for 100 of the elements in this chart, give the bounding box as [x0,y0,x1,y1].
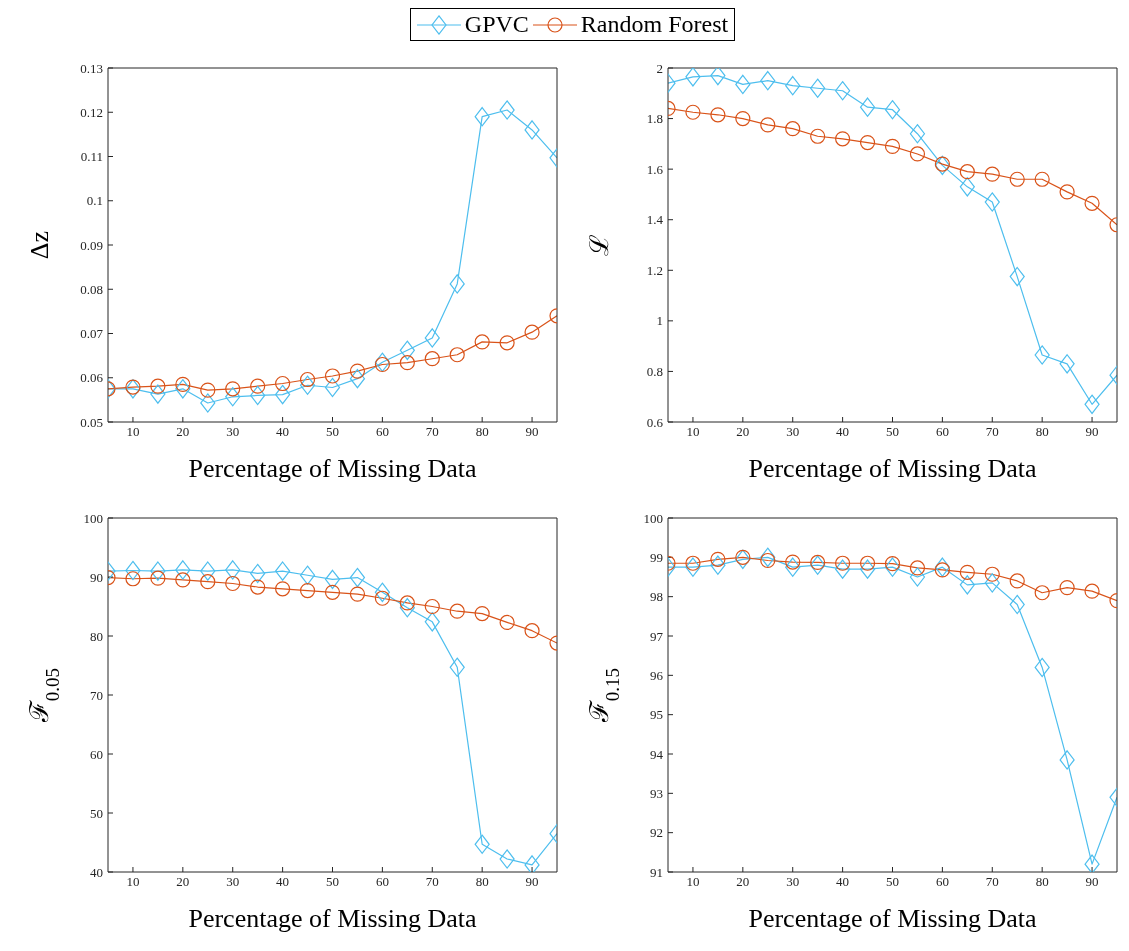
legend-label: GPVC [464,11,529,38]
y-tick-label: 0.08 [80,281,103,297]
point [175,376,191,392]
y-tick-label: 96 [650,667,664,683]
point [175,379,191,399]
point [685,68,701,87]
point [884,100,901,120]
point [934,156,950,172]
point [474,605,490,622]
point [250,563,266,584]
point [524,324,540,340]
point [225,560,241,580]
x-tick-label: 30 [226,424,240,440]
y-tick-label: 100 [83,510,103,526]
point [324,377,341,398]
point [909,124,926,144]
y-tick-label: 80 [90,628,103,644]
y-tick-label: 99 [650,549,663,565]
point [175,560,191,580]
point [349,567,366,588]
x-axis-title: Percentage of Missing Data [748,904,1037,933]
point [374,582,390,603]
point [685,557,701,577]
x-tick-label: 70 [425,874,439,890]
point [225,575,241,592]
x-tick-label: 90 [525,874,539,890]
y-axis-title: Δz [25,230,54,260]
point [200,393,216,413]
point [200,382,216,398]
point [760,117,776,133]
point [909,146,926,162]
point [785,76,801,96]
y-tick-label: 94 [650,746,664,762]
y-tick-label: 0.13 [80,60,103,76]
x-tick-label: 70 [425,424,439,440]
point [150,570,166,586]
y-tick-label: 1.2 [646,262,663,278]
point [785,557,801,577]
point [959,564,975,580]
y-tick-label: 2 [656,60,663,76]
y-tick-label: 98 [650,589,663,605]
point [399,340,415,361]
point [349,368,366,389]
x-axis-title: Percentage of Missing Data [188,454,477,483]
point [1009,171,1025,187]
point [1034,657,1050,678]
x-tick-label: 40 [276,424,290,440]
x-tick-label: 80 [1035,874,1049,890]
point [250,378,266,394]
x-tick-label: 50 [326,424,339,440]
x-axis-title: Percentage of Missing Data [188,904,477,933]
point [424,612,440,632]
point [349,363,366,379]
point [125,379,141,395]
point [125,560,141,581]
point [909,560,926,576]
point [200,574,216,590]
point [499,614,515,631]
point [959,177,975,197]
point [835,559,851,579]
point [735,110,751,127]
point [984,573,1000,593]
x-tick-label: 20 [736,874,750,890]
point [835,555,851,571]
point [785,554,801,570]
y-tick-label: 100 [643,510,663,526]
x-tick-label: 60 [375,874,389,890]
point [424,328,440,348]
y-tick-label: 60 [90,746,103,762]
point [1009,266,1025,287]
point [324,368,341,384]
point [499,100,515,120]
y-tick-label: 0.11 [80,149,103,165]
point [959,575,975,595]
y-tick-label: 91 [650,864,663,880]
y-tick-label: 92 [650,825,663,841]
y-tick-label: 1.6 [646,161,664,177]
x-tick-label: 20 [176,874,190,890]
point [909,567,926,587]
x-tick-label: 90 [525,424,539,440]
point [859,134,876,151]
x-axis-title: Percentage of Missing Data [748,454,1037,483]
point [735,549,751,569]
point [1034,171,1050,187]
y-tick-label: 50 [90,805,103,821]
point [125,379,141,399]
point [685,555,701,571]
point [449,347,465,363]
y-tick-label: 0.8 [646,364,663,380]
x-tick-label: 50 [326,874,339,890]
point [250,579,266,595]
point [785,121,801,137]
x-tick-label: 10 [126,874,140,890]
point [225,381,241,397]
point [125,571,141,587]
point [810,128,826,144]
point [859,555,876,571]
point [200,561,216,581]
x-tick-label: 90 [1085,874,1099,890]
point [524,855,540,872]
